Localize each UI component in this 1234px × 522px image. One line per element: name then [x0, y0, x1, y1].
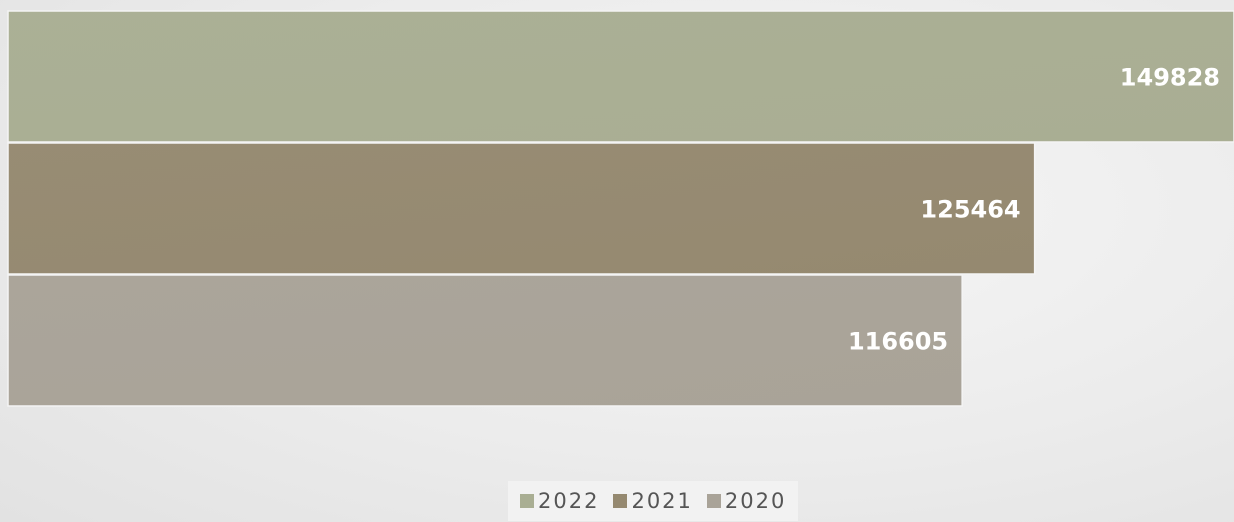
legend-label-2022: 2022 [538, 489, 600, 513]
bar-value-label-2020: 116605 [848, 328, 948, 356]
legend-swatch-2022 [520, 494, 534, 508]
bar-value-label-2022: 149828 [1120, 64, 1220, 92]
legend-item-2021: 2021 [613, 489, 692, 513]
legend-swatch-2021 [613, 494, 628, 508]
legend-label-2021: 2021 [631, 489, 693, 513]
legend-label-2020: 2020 [724, 489, 787, 513]
bar-2021 [7, 142, 1036, 275]
legend-swatch-2020 [706, 494, 721, 508]
legend-item-2022: 2022 [520, 489, 599, 513]
bar-2020 [7, 274, 963, 407]
legend-item-2020: 2020 [706, 489, 787, 513]
bar-2022 [7, 10, 1234, 143]
bars-layer: 149828 125464 116605 [7, 10, 1234, 407]
bar-value-label-2021: 125464 [920, 196, 1020, 224]
chart-legend: 2022 2021 2020 [508, 481, 799, 521]
